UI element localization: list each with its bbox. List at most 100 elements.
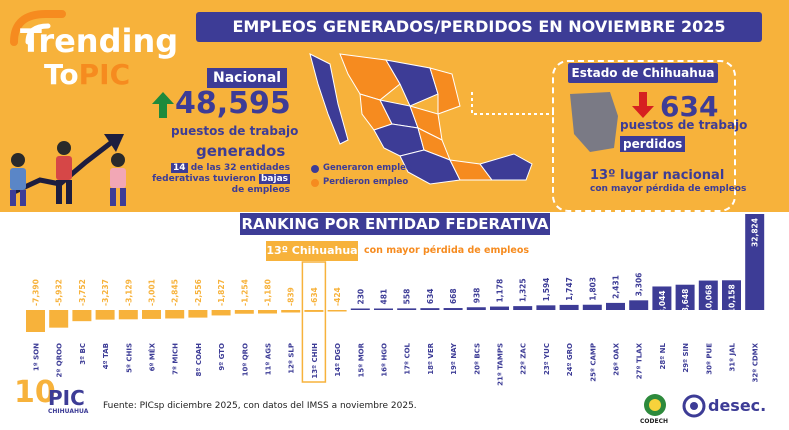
category-label-14: 14º DGO [334, 343, 342, 377]
legend-orange-swatch-icon [311, 179, 319, 187]
bar-value-label-31: 10,158 [728, 284, 737, 313]
bar-24 [559, 304, 579, 310]
desec-logo-icon [682, 394, 706, 418]
note-count: 14 [171, 163, 188, 173]
bar-17 [397, 308, 417, 310]
bar-value-label-29: 8,648 [681, 289, 690, 313]
bar-23 [536, 305, 556, 310]
bar-value-label-9: -1,827 [217, 279, 226, 306]
brand-topic: ToPIC [44, 60, 130, 90]
codech-logo-icon [644, 394, 666, 416]
bar-value-label-21: 1,178 [496, 279, 505, 303]
category-label-21: 21º TAMPS [497, 343, 505, 386]
category-label-23: 23º YUC [543, 343, 551, 375]
chihuahua-desc-perdidos: perdidos [620, 136, 686, 152]
category-label-3: 3º BC [79, 343, 87, 365]
logo-chihuahua: CHIHUAHUA [48, 408, 89, 415]
category-label-25: 25º CAMP [589, 343, 597, 382]
bar-value-label-19: 668 [449, 288, 458, 304]
bar-value-label-10: -1,254 [240, 279, 249, 306]
bar-value-label-5: -3,129 [124, 279, 133, 306]
bar-value-label-2: -5,932 [55, 279, 64, 306]
bar-value-label-18: 634 [426, 288, 435, 304]
bar-28 [652, 286, 672, 310]
category-label-2: 2º QROO [56, 343, 64, 378]
chihuahua-value: 634 [660, 90, 719, 123]
legend-navy-swatch-icon [311, 165, 319, 173]
category-label-30: 30º PUE [705, 343, 713, 375]
bar-8 [188, 310, 208, 318]
bar-10 [234, 310, 254, 314]
desec-label: desec. [708, 396, 767, 415]
note-text2: de empleos [231, 185, 290, 195]
chihuahua-desc: puestos de trabajo [620, 118, 748, 132]
chihuahua-rank-sub: con mayor pérdida de empleos [590, 184, 747, 194]
bar-11 [258, 310, 277, 314]
brand-pic: PIC [78, 58, 131, 91]
legend-generaron: Generaron empleo [323, 163, 412, 173]
bar-12 [281, 310, 301, 313]
category-label-27: 27º TLAX [636, 342, 644, 379]
bar-value-label-15: 230 [356, 289, 365, 305]
category-label-13: 13º CHIH [311, 343, 319, 379]
legend-perdieron: Perdieron empleo [323, 177, 409, 187]
bar-value-label-14: -424 [333, 287, 342, 306]
headline: EMPLEOS GENERADOS/PERDIDOS EN NOVIEMBRE … [232, 17, 726, 36]
bar-9 [211, 310, 231, 316]
category-label-26: 26º OAX [613, 342, 621, 375]
people-illustration-icon [10, 134, 126, 206]
nacional-note: 14 de las 32 entidades federativas tuvie… [150, 163, 290, 196]
nacional-desc: puestos de trabajo [171, 124, 299, 138]
bar-29 [675, 284, 695, 310]
bar-31 [722, 280, 741, 310]
bar-value-label-26: 2,431 [612, 275, 621, 299]
category-label-9: 9º GTO [218, 343, 226, 371]
category-label-11: 11º AGS [265, 343, 273, 375]
category-label-28: 28º NL [659, 342, 667, 369]
bar-value-label-3: -3,752 [78, 279, 87, 306]
logo-10: 10 [14, 375, 56, 410]
bar-3 [72, 310, 92, 322]
brand-to: To [44, 58, 79, 91]
category-label-1: 1º SON [33, 343, 41, 371]
bar-value-label-20: 938 [472, 288, 481, 304]
bar-14 [327, 310, 347, 312]
note-word: bajas [258, 174, 290, 184]
mexico-map-icon [309, 53, 533, 185]
bar-value-label-11: -1,180 [264, 279, 273, 306]
bar-value-label-4: -3,237 [101, 279, 110, 306]
bar-20 [466, 307, 486, 310]
category-label-5: 5º CHIS [125, 343, 133, 373]
chihuahua-badge-note: con mayor pérdida de empleos [364, 245, 530, 256]
headline-box [196, 12, 762, 42]
brand-swoosh-icon [10, 10, 66, 46]
chihuahua-title: Estado de Chihuahua [568, 63, 718, 83]
bar-value-label-24: 1,747 [565, 277, 574, 301]
bar-value-label-17: 558 [403, 289, 412, 305]
category-label-24: 24º GRO [566, 343, 574, 376]
bar-5 [118, 310, 138, 320]
bar-15 [350, 308, 370, 310]
category-label-22: 22º ZAC [520, 343, 528, 375]
bar-6 [142, 310, 161, 319]
source-note: Fuente: PICsp diciembre 2025, con datos … [103, 401, 417, 411]
bar-16 [374, 308, 393, 310]
bar-30 [698, 280, 718, 310]
bar-value-label-22: 1,325 [519, 278, 528, 302]
arrow-up-icon [152, 92, 174, 118]
bar-4 [95, 310, 115, 320]
arrow-down-icon [632, 92, 654, 118]
nacional-desc-generados: generados [196, 142, 286, 160]
bar-25 [582, 304, 602, 310]
note-text1: de las 32 entidades federativas tuvieron [152, 163, 290, 184]
bar-22 [513, 306, 533, 310]
bar-32 [745, 214, 765, 310]
codech-label: CODECH [640, 418, 669, 425]
bar-value-label-30: 10,068 [704, 285, 713, 314]
nacional-label: Nacional [207, 68, 288, 88]
category-label-4: 4º TAB [102, 343, 110, 369]
logo-pic: PIC [48, 386, 85, 410]
category-label-12: 12º SLP [288, 343, 296, 374]
